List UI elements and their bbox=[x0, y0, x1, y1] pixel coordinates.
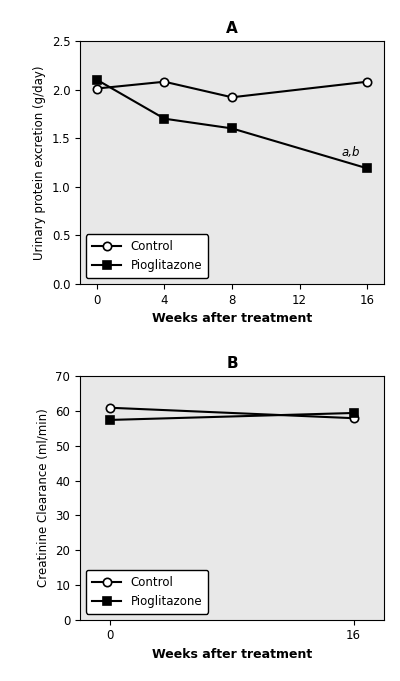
Legend: Control, Pioglitazone: Control, Pioglitazone bbox=[86, 234, 208, 278]
Pioglitazone bbox=[94, 76, 99, 84]
X-axis label: Weeks after treatment: Weeks after treatment bbox=[152, 648, 312, 661]
Control bbox=[108, 404, 113, 412]
Y-axis label: Creatinine Clearance (ml/min): Creatinine Clearance (ml/min) bbox=[37, 409, 50, 588]
Control bbox=[230, 93, 234, 101]
Control bbox=[94, 84, 99, 93]
Pioglitazone bbox=[162, 114, 167, 123]
Line: Pioglitazone: Pioglitazone bbox=[93, 76, 371, 172]
Pioglitazone bbox=[230, 125, 234, 133]
X-axis label: Weeks after treatment: Weeks after treatment bbox=[152, 313, 312, 326]
Line: Pioglitazone: Pioglitazone bbox=[106, 409, 358, 424]
Control bbox=[351, 414, 356, 422]
Pioglitazone bbox=[108, 416, 113, 424]
Line: Control: Control bbox=[93, 78, 371, 101]
Legend: Control, Pioglitazone: Control, Pioglitazone bbox=[86, 570, 208, 614]
Line: Control: Control bbox=[106, 404, 358, 422]
Title: A: A bbox=[226, 20, 238, 35]
Y-axis label: Urinary protein excretion (g/day): Urinary protein excretion (g/day) bbox=[33, 65, 46, 259]
Control bbox=[365, 78, 370, 86]
Text: a,b: a,b bbox=[342, 146, 360, 159]
Control bbox=[162, 78, 167, 86]
Pioglitazone bbox=[351, 409, 356, 417]
Pioglitazone bbox=[365, 164, 370, 172]
Title: B: B bbox=[226, 356, 238, 371]
